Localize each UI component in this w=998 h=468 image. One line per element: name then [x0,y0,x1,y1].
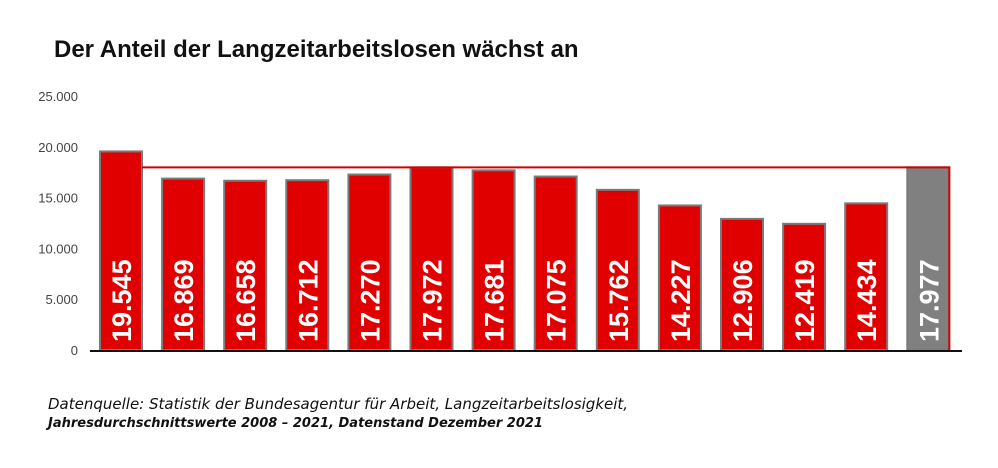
value-label: 16.712 [293,259,323,342]
value-label: 12.906 [728,259,758,342]
value-label: 17.270 [355,259,385,342]
value-label: 15.762 [604,259,634,342]
value-label: 17.681 [480,259,510,342]
bar [99,150,143,351]
reference-line [142,166,951,350]
bar [533,175,578,351]
y-tick-label: 0 [71,343,78,358]
value-label: 14.227 [666,259,696,342]
value-label: 17.977 [914,259,944,342]
reference-line-path [142,166,951,350]
source-line-1: Datenquelle: Statistik der Bundesagentur… [48,395,629,413]
value-label: 17.972 [418,259,448,342]
bar-chart: 0 5.000 10.000 15.000 20.000 25.000 19.545 16.… [38,89,962,358]
source-line-2: Jahresdurchschnittswerte 2008 – 2021, Da… [48,416,543,431]
value-label: 16.658 [231,259,261,342]
bar [782,222,827,352]
y-tick-label: 15.000 [38,191,78,206]
value-label: 19.545 [107,259,137,342]
value-labels: 19.545 16.869 16.658 16.712 17.270 17.972 17.6… [107,259,944,342]
value-label: 14.434 [852,259,882,342]
y-tick-label: 25.000 [38,89,78,104]
value-label: 17.075 [542,259,572,342]
source-note: Datenquelle: Statistik der Bundesagentur… [48,394,628,434]
bar [657,204,702,351]
bar [471,169,516,351]
bar [223,179,268,351]
value-label: 16.869 [169,259,199,342]
bar [844,202,889,351]
bar [161,177,206,351]
bars [99,150,951,352]
chart-title: Der Anteil der Langzeitarbeitslosen wäch… [54,36,579,63]
bar [595,188,640,351]
y-axis-ticks: 0 5.000 10.000 15.000 20.000 25.000 [38,89,78,358]
y-tick-label: 5.000 [45,292,78,307]
y-tick-label: 10.000 [38,241,78,256]
value-label: 12.419 [790,259,820,342]
y-tick-label: 20.000 [38,140,78,155]
